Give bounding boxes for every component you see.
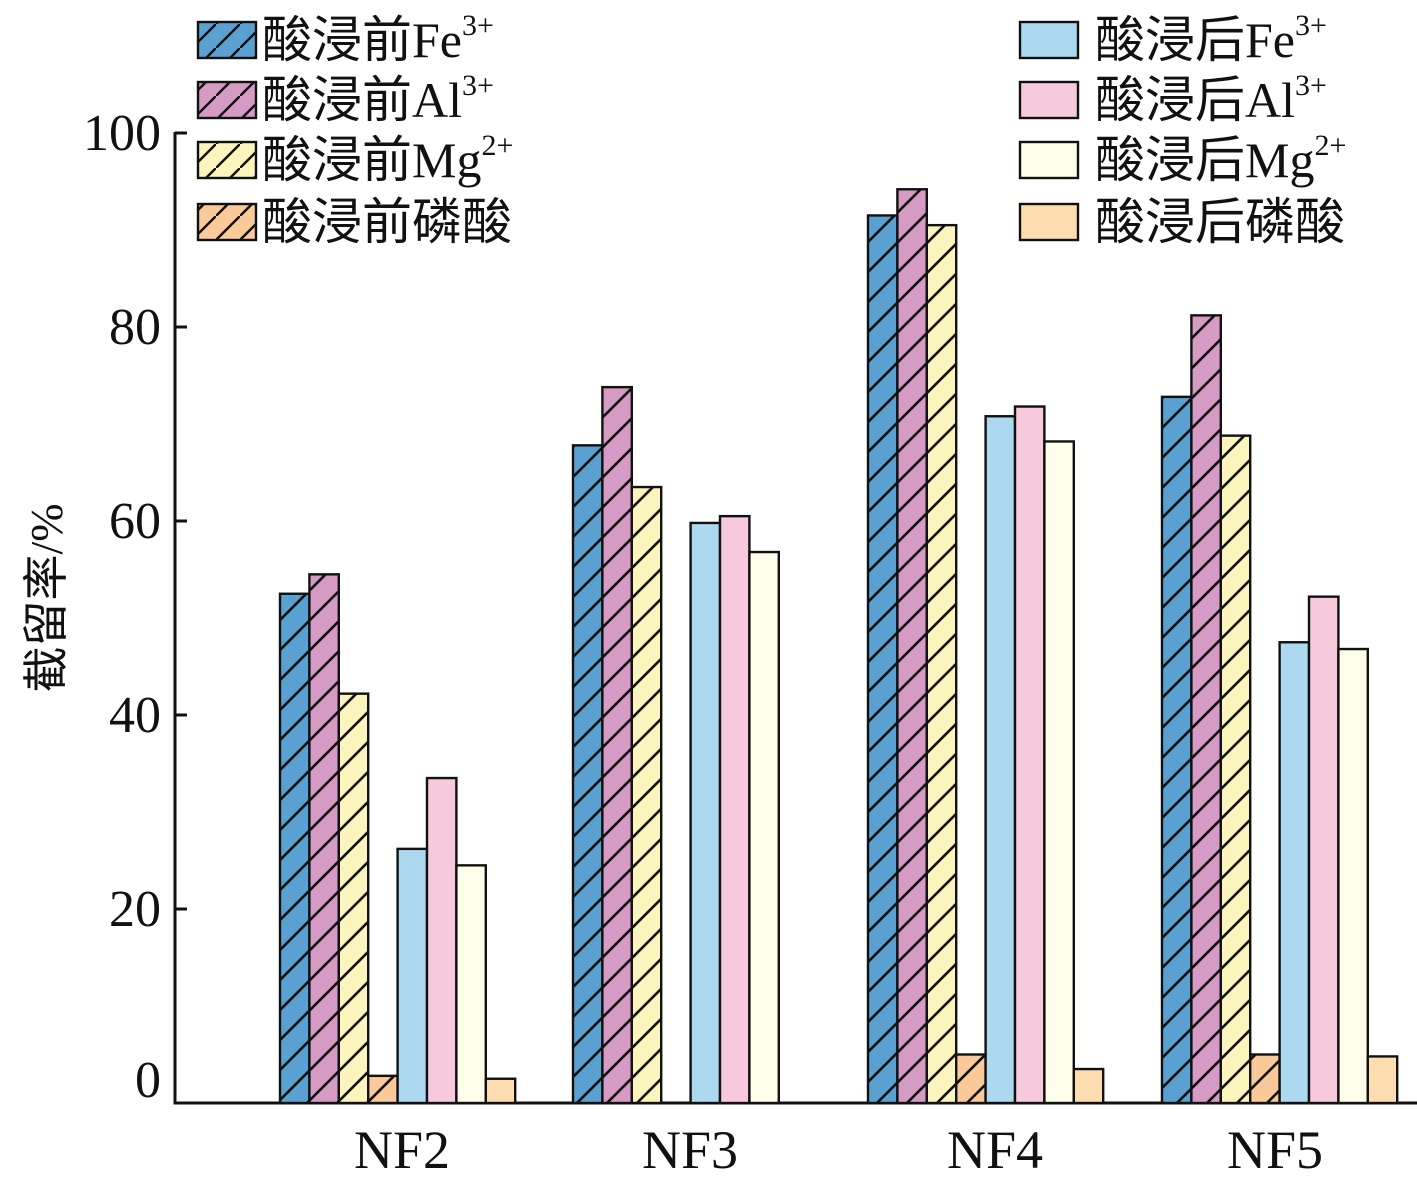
legend-label-before-0: 酸浸前Fe3+: [262, 9, 494, 68]
category-group-nf2: [278, 573, 517, 1105]
bar-nf4-after-5: [1013, 405, 1046, 1105]
y-tick-label: 0: [135, 1052, 161, 1109]
bar-nf3-after-6: [748, 550, 781, 1105]
legend-before: 酸浸前Fe3+酸浸前Al3+酸浸前Mg2+ 酸浸前磷酸: [196, 9, 513, 250]
legend-swatch-after-1: [1018, 80, 1080, 120]
legend-swatch-hatch-before-2: [198, 142, 256, 178]
bar-nf2-after-7: [484, 1077, 517, 1105]
legend-swatch-hatch-before-3: [198, 204, 256, 240]
legend-label-after-0: 酸浸后Fe3+: [1095, 9, 1327, 68]
bar-nf5-before-0-hatch: [1162, 396, 1192, 1104]
y-tick-label: 60: [109, 493, 161, 550]
y-axis-label: 截留率/%: [21, 503, 72, 692]
bar-nf4-before-1-hatch: [897, 189, 927, 1103]
bar-nf2-after-6: [455, 864, 487, 1105]
axes: 0 20 40 60 80 100 截留率/%: [21, 105, 1417, 1109]
x-category-label-nf5: NF5: [1227, 1120, 1323, 1180]
bar-nf5-after-6: [1337, 647, 1370, 1105]
bar-nf2-after-4: [396, 847, 429, 1105]
bar-nf4-before-0-hatch: [868, 215, 898, 1103]
bar-nf4-after-6: [1043, 440, 1076, 1105]
legend-label-after-2: 酸浸后Mg2+: [1095, 129, 1346, 188]
bar-nf5-before-3-hatch: [1250, 1054, 1280, 1103]
bar-nf2-after-5: [425, 776, 458, 1105]
bar-nf5-before-1-hatch: [1191, 315, 1221, 1103]
bar-nf3-before-2-hatch: [631, 487, 662, 1103]
x-category-label-nf2: NF2: [354, 1120, 450, 1180]
x-category-label-nf4: NF4: [947, 1120, 1043, 1180]
legend-label-before-3: 酸浸前磷酸: [262, 194, 512, 250]
legend-label-after-1: 酸浸后Al3+: [1095, 69, 1327, 128]
bar-nf2-before-3-hatch: [368, 1075, 398, 1103]
legend-swatch-hatch-before-1: [198, 82, 256, 118]
legend-label-before-2: 酸浸前Mg2+: [262, 129, 513, 188]
bar-nf5-after-4: [1278, 641, 1311, 1105]
y-tick-label: 100: [83, 105, 161, 162]
bar-nf2-before-1-hatch: [309, 574, 339, 1103]
bar-nf2-before-2-hatch: [338, 693, 369, 1103]
bar-nf5-after-7: [1366, 1055, 1399, 1105]
y-tick-label: 80: [109, 299, 161, 356]
category-group-nf5: [1160, 314, 1399, 1105]
bar-nf3-before-0-hatch: [573, 445, 603, 1104]
legend-swatch-hatch-before-0: [198, 22, 256, 58]
bar-nf5-after-5: [1307, 595, 1340, 1105]
bar-nf4-before-2-hatch: [926, 225, 957, 1103]
bars-layer: NF2 NF3 NF4 NF5: [278, 188, 1399, 1180]
bar-nf3-before-1-hatch: [602, 387, 632, 1103]
bar-nf2-before-0-hatch: [280, 593, 310, 1103]
bar-nf4-after-7: [1072, 1067, 1105, 1105]
bar-nf4-after-4: [984, 415, 1017, 1105]
legend-swatch-after-0: [1018, 20, 1080, 60]
legend-swatch-after-3: [1018, 202, 1080, 242]
bar-nf4-before-3-hatch: [956, 1054, 986, 1103]
legend-swatch-after-2: [1018, 140, 1080, 180]
category-group-nf3: [571, 385, 781, 1105]
y-tick-label: 40: [109, 687, 161, 744]
legend: 酸浸前Fe3+酸浸前Al3+酸浸前Mg2+ 酸浸前磷酸 酸浸后Fe3+酸浸后Al3+…: [196, 9, 1346, 250]
bar-nf3-after-5: [718, 514, 751, 1105]
bar-nf3-after-4: [689, 521, 722, 1105]
category-group-nf4: [866, 188, 1105, 1105]
bar-nf5-before-2-hatch: [1220, 435, 1251, 1103]
x-category-label-nf3: NF3: [642, 1120, 738, 1180]
legend-label-after-3: 酸浸后磷酸: [1095, 194, 1345, 250]
legend-after: 酸浸后Fe3+酸浸后Al3+酸浸后Mg2+ 酸浸后磷酸: [1018, 9, 1346, 250]
legend-label-before-1: 酸浸前Al3+: [262, 69, 494, 128]
y-tick-label: 20: [109, 881, 161, 938]
